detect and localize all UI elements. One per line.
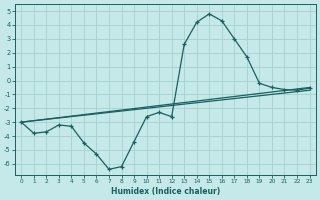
X-axis label: Humidex (Indice chaleur): Humidex (Indice chaleur) bbox=[111, 187, 220, 196]
